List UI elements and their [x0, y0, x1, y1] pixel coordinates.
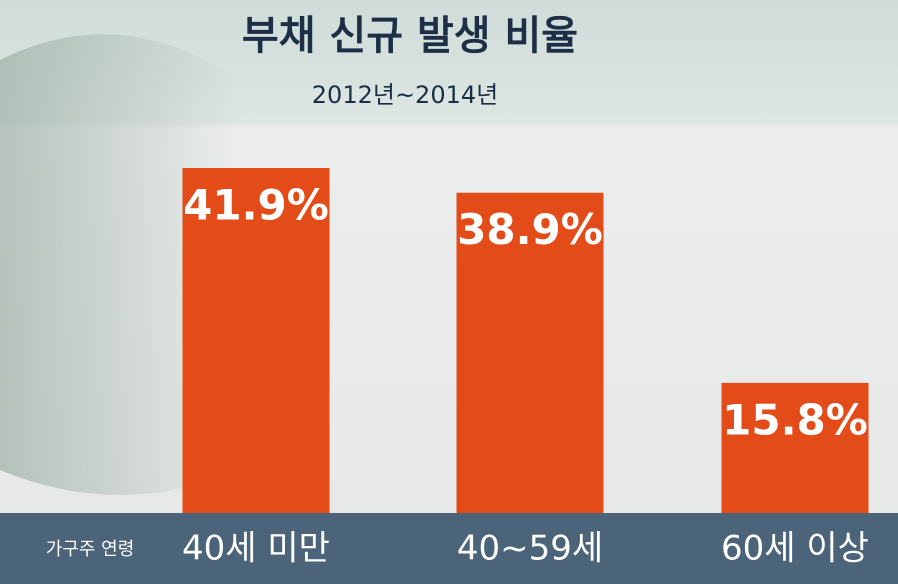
axis-band: [0, 513, 898, 584]
x-tick-label: 60세 이상: [721, 529, 869, 569]
value-label: 41.9%: [183, 181, 329, 230]
bar: [456, 192, 604, 514]
bar: [721, 382, 869, 513]
decoration: [0, 34, 240, 496]
bar: [182, 168, 330, 513]
x-tick-label: 40~59세: [457, 529, 603, 569]
chart-title: 부채 신규 발생 비율: [242, 13, 578, 59]
chart-subtitle: 2012년~2014년: [312, 81, 498, 109]
x-tick-label: 40세 미만: [182, 529, 330, 569]
x-axis-label: 가구주 연령: [46, 539, 135, 560]
value-label: 15.8%: [722, 395, 868, 444]
value-label: 38.9%: [457, 205, 603, 254]
